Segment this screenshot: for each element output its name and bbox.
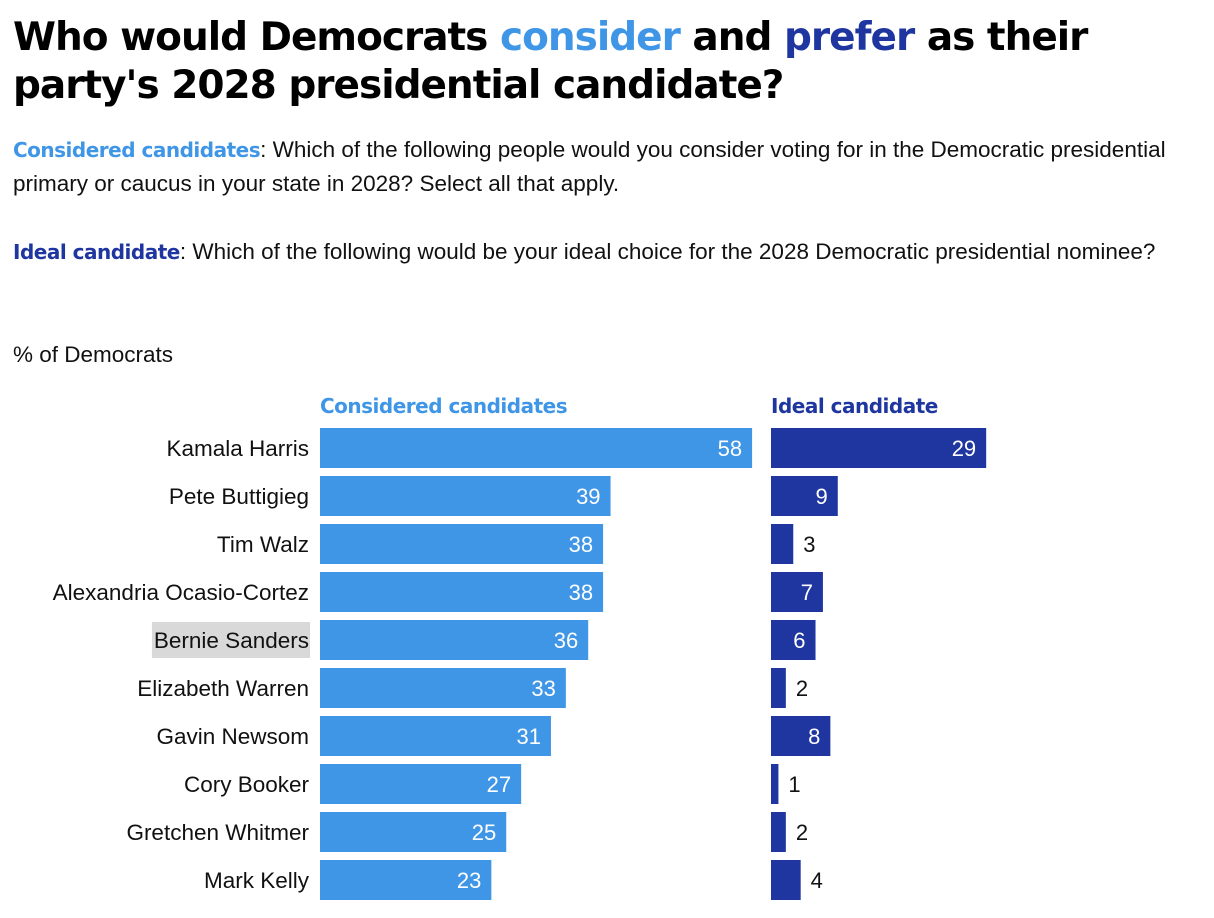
considered-bar [320,812,507,852]
considered-value-label: 38 [569,532,593,557]
ideal-value-label: 29 [952,436,976,461]
category-label: Pete Buttigieg [169,484,309,509]
ideal-value-label: 7 [801,580,813,605]
ideal-value-label: 9 [816,484,828,509]
ideal-value-label: 6 [793,628,805,653]
ideal-value-label: 2 [796,820,808,845]
considered-value-label: 25 [472,820,496,845]
considered-bar [320,668,566,708]
considered-description: Considered candidates: Which of the foll… [13,133,1203,201]
category-label: Gavin Newsom [156,724,309,749]
considered-value-label: 38 [569,580,593,605]
category-highlight [151,622,310,658]
ideal-bar [771,860,801,900]
considered-bar [320,764,522,804]
ideal-description-label: Ideal candidate [13,240,180,264]
ideal-bar [771,428,987,468]
considered-value-label: 31 [516,724,540,749]
ideal-value-label: 1 [788,772,800,797]
category-label: Elizabeth Warren [137,676,309,701]
considered-bar [320,860,492,900]
considered-value-label: 27 [487,772,511,797]
ideal-value-label: 4 [811,868,823,893]
ideal-value-label: 2 [796,676,808,701]
unit-label: % of Democrats [13,342,174,367]
considered-bar [320,620,589,660]
ideal-value-label: 3 [803,532,815,557]
category-label: Cory Booker [184,772,310,797]
ideal-description: Ideal candidate: Which of the following … [13,235,1203,269]
considered-bar [320,524,604,564]
title-part-3: as their party's 2028 presidential candi… [13,15,1088,108]
considered-description-text: : Which of the following people would yo… [13,137,1166,196]
title-consider: consider [499,15,681,60]
ideal-bar [771,476,838,516]
considered-bar [320,476,611,516]
ideal-bar [771,812,786,852]
ideal-value-label: 8 [808,724,820,749]
considered-panel-header: Considered candidates [320,394,567,418]
ideal-bar [771,764,779,804]
category-label: Kamala Harris [166,436,309,461]
ideal-description-text: : Which of the following would be your i… [179,239,1156,264]
considered-value-label: 33 [531,676,555,701]
ideal-bar [771,572,823,612]
category-label: Bernie Sanders [154,628,309,653]
chart-title: Who would Democrats consider and prefer … [13,14,1193,110]
title-part-1: Who would Democrats [13,15,500,60]
considered-bar [320,572,604,612]
category-label: Alexandria Ocasio-Cortez [53,580,309,605]
considered-bar [320,428,753,468]
considered-value-label: 58 [718,436,742,461]
considered-value-label: 39 [576,484,600,509]
ideal-bar [771,668,786,708]
considered-value-label: 23 [457,868,481,893]
considered-value-label: 36 [554,628,578,653]
ideal-bar [771,620,816,660]
category-label: Tim Walz [217,532,309,557]
category-label: Mark Kelly [204,868,310,893]
considered-description-label: Considered candidates [13,138,261,162]
category-label: Gretchen Whitmer [126,820,309,845]
ideal-panel-header: Ideal candidate [771,394,938,418]
title-part-2: and [679,15,784,60]
ideal-bar [771,524,794,564]
considered-bar [320,716,551,756]
title-prefer: prefer [783,15,915,60]
ideal-bar [771,716,831,756]
